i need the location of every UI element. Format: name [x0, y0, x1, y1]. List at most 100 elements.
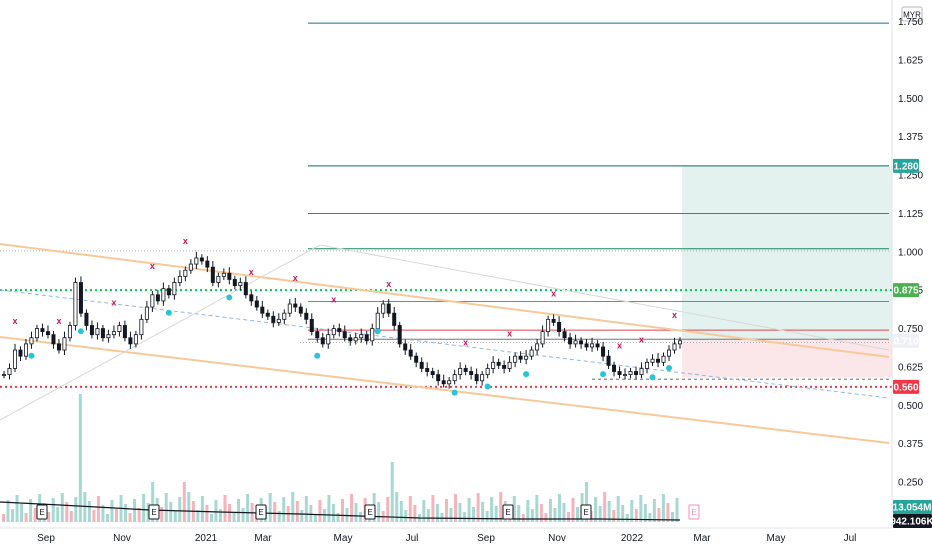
candle-body	[485, 368, 490, 375]
candle-body	[491, 361, 496, 369]
volume-bar	[105, 514, 109, 522]
candle-body	[606, 355, 611, 366]
currency-badge[interactable]: MYR	[901, 6, 923, 22]
candle-body	[639, 368, 644, 375]
candle-body	[458, 368, 463, 375]
candle-body	[106, 334, 111, 339]
candle-body	[287, 303, 292, 314]
volume-bar	[78, 394, 82, 522]
volume-bar	[517, 505, 521, 522]
candle-body	[441, 380, 446, 385]
volume-bar	[467, 498, 471, 522]
y-tick-label: 0.250	[898, 478, 923, 489]
candle-body	[568, 337, 573, 345]
sell-signal-x: x	[111, 298, 116, 308]
volume-bar	[151, 482, 155, 522]
price-tag: 0.710	[893, 333, 919, 348]
candle-body	[232, 279, 237, 286]
volume-bar	[331, 504, 335, 522]
earnings-marker-label: E	[583, 508, 588, 517]
candle-body	[364, 334, 369, 342]
price-tags: 1.280 0.875 0.710 0.560 13.054M 942.106K	[890, 158, 932, 528]
volume-bar	[548, 499, 552, 522]
volume-bar	[56, 507, 60, 522]
volume-bar	[11, 509, 15, 522]
candle-body	[601, 346, 606, 357]
earnings-marker-label: E	[367, 508, 372, 517]
sell-signal-x: x	[507, 328, 512, 338]
candle-body	[67, 325, 72, 339]
candle-body	[172, 282, 177, 296]
volume-bar	[485, 511, 489, 522]
candle-body	[89, 325, 94, 336]
candle-body	[535, 343, 540, 351]
volume-bar	[652, 499, 656, 522]
x-tick-label: Nov	[548, 533, 566, 544]
volume-tag: 942.106K	[890, 514, 932, 528]
y-tick-label: 1.000	[898, 247, 923, 258]
volume-bar	[133, 499, 137, 522]
candle-body	[370, 328, 375, 342]
volume-bar	[377, 502, 381, 522]
earnings-marker: E	[688, 504, 700, 520]
candle-body	[502, 364, 507, 369]
sell-signal-x: x	[639, 334, 644, 344]
volume-bar	[173, 511, 177, 522]
volume-bar	[567, 512, 570, 522]
candle-body	[309, 318, 314, 333]
candle-body	[56, 343, 61, 351]
volume-bar	[562, 503, 566, 522]
candles-layer	[2, 251, 683, 389]
candle-body	[78, 282, 83, 314]
candle-body	[375, 312, 380, 329]
risk-zone	[682, 339, 892, 378]
candle-body	[210, 266, 215, 283]
candle-body	[320, 337, 325, 345]
volume-bar	[404, 510, 408, 522]
time-axis[interactable]: Sep Nov 2021 Mar May Jul Sep Nov 2022 Mar May Jul	[37, 533, 856, 544]
volume-bar	[576, 507, 580, 522]
volume-bar	[300, 510, 304, 522]
earnings-marker: E	[36, 504, 48, 520]
volume-bar	[273, 502, 277, 522]
earnings-marker-box	[364, 504, 376, 520]
volume-bar	[476, 493, 480, 522]
volume-bar	[223, 495, 227, 522]
volume-bar	[435, 504, 439, 522]
price-tag: 0.875	[893, 283, 919, 298]
volume-bar	[598, 506, 602, 522]
x-tick-label: Sep	[37, 533, 55, 544]
y-tick-label: 0.625	[898, 362, 923, 373]
candle-body	[463, 368, 468, 372]
volume-bar	[160, 507, 164, 522]
candle-body	[216, 275, 221, 283]
candle-body	[546, 318, 551, 333]
volume-bar	[639, 495, 643, 522]
candle-body	[298, 306, 303, 314]
x-tick-label: May	[334, 533, 353, 544]
candle-body	[23, 343, 28, 357]
candle-body	[117, 325, 122, 333]
volume-bar	[182, 482, 186, 522]
volume-bar	[318, 500, 322, 522]
price-tag-label: 0.710	[893, 336, 918, 347]
candle-body	[73, 282, 78, 326]
volume-bar	[218, 509, 222, 522]
x-tick-label: Jul	[406, 533, 419, 544]
volume-bar	[535, 495, 539, 522]
volume-bar	[304, 496, 308, 522]
candle-body	[645, 361, 650, 369]
candle-body	[403, 343, 408, 351]
candle-body	[513, 355, 518, 363]
volume-bar	[557, 494, 561, 522]
candle-body	[595, 343, 600, 348]
x-tick-label: Nov	[113, 533, 131, 544]
candle-body	[238, 282, 243, 286]
candle-body	[469, 371, 474, 375]
zones-layer	[682, 165, 892, 378]
candle-body	[381, 303, 386, 314]
volume-bar	[625, 514, 629, 522]
sell-signal-x: x	[249, 267, 254, 277]
candle-body	[122, 325, 127, 339]
